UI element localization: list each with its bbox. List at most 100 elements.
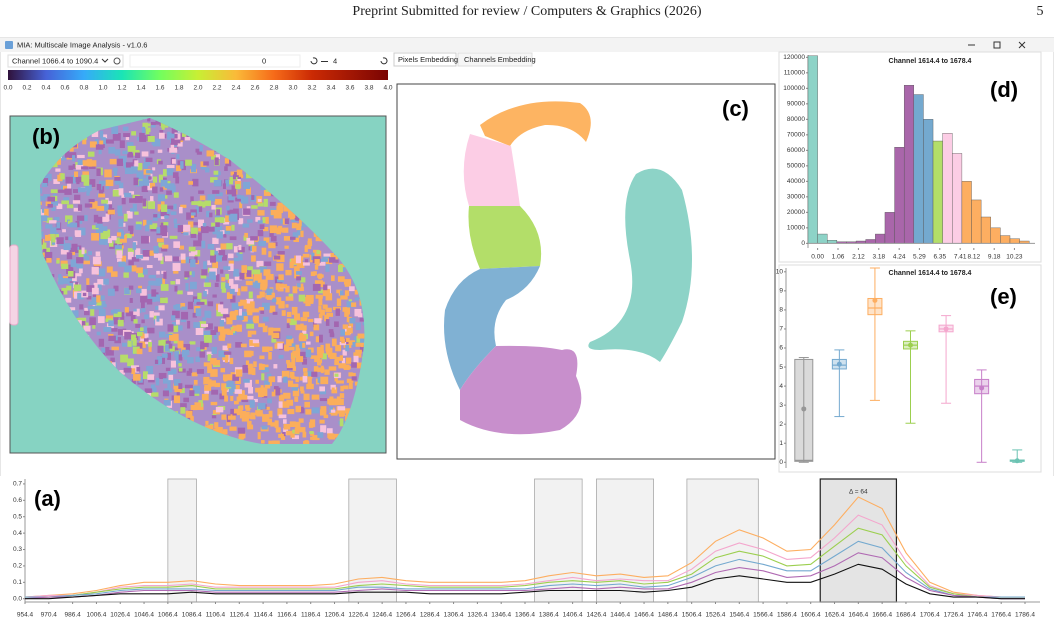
cluster bbox=[460, 345, 582, 435]
tissue-texture bbox=[285, 296, 294, 301]
tissue-texture bbox=[324, 369, 330, 375]
tissue-texture bbox=[238, 435, 245, 440]
tissue-texture bbox=[218, 350, 226, 358]
tissue-texture bbox=[357, 333, 365, 339]
tissue-texture bbox=[219, 301, 224, 307]
tissue-texture bbox=[178, 354, 183, 361]
tissue-texture bbox=[178, 206, 183, 214]
tissue-texture bbox=[247, 319, 255, 327]
tissue-texture bbox=[272, 440, 280, 444]
tissue-texture bbox=[334, 373, 339, 377]
tissue-texture bbox=[196, 369, 204, 374]
tissue-texture bbox=[216, 231, 223, 239]
tissue-texture bbox=[191, 372, 198, 377]
tissue-texture bbox=[218, 335, 225, 341]
y-tick-label: 0.1 bbox=[13, 579, 22, 586]
tab-active[interactable] bbox=[393, 52, 457, 67]
tissue-texture bbox=[223, 351, 232, 355]
tissue-texture bbox=[149, 182, 156, 189]
tissue-texture bbox=[271, 235, 277, 242]
tissue-texture bbox=[296, 283, 301, 288]
tab[interactable] bbox=[457, 52, 533, 67]
tissue-texture bbox=[62, 229, 66, 233]
tissue-texture bbox=[304, 371, 312, 377]
settings-icon[interactable] bbox=[113, 57, 121, 65]
channel-dropdown[interactable] bbox=[7, 54, 124, 68]
tissue-texture bbox=[48, 220, 57, 224]
tissue-texture bbox=[161, 247, 168, 252]
x-tick-label: 1786.4 bbox=[1015, 612, 1035, 619]
tissue-texture bbox=[58, 156, 66, 161]
tissue-texture bbox=[253, 361, 257, 368]
tissue-texture bbox=[195, 308, 202, 317]
close-button[interactable] bbox=[1018, 41, 1026, 49]
tissue-texture bbox=[360, 337, 365, 345]
tissue-texture bbox=[278, 414, 287, 419]
tissue-texture bbox=[339, 408, 345, 417]
tissue-texture bbox=[325, 307, 332, 313]
tissue-texture bbox=[348, 340, 356, 346]
tissue-texture bbox=[342, 331, 351, 336]
tissue-texture bbox=[224, 158, 230, 164]
x-tick-label: 1566.4 bbox=[753, 612, 773, 619]
min-input[interactable] bbox=[129, 54, 301, 68]
tissue-texture bbox=[259, 355, 265, 360]
tissue-texture bbox=[161, 199, 165, 206]
panel-label: (c) bbox=[722, 96, 749, 121]
tissue-texture bbox=[262, 414, 270, 422]
tissue-texture bbox=[117, 205, 123, 214]
tissue-texture bbox=[215, 154, 220, 160]
panel-label: (b) bbox=[32, 124, 60, 149]
tissue-texture bbox=[192, 312, 197, 318]
tissue-texture bbox=[299, 351, 307, 359]
side-handle[interactable] bbox=[9, 244, 19, 326]
tissue-texture bbox=[110, 357, 115, 363]
tissue-texture bbox=[171, 315, 176, 321]
tissue-texture bbox=[286, 362, 291, 369]
tissue-texture bbox=[142, 330, 149, 338]
tissue-texture bbox=[305, 409, 312, 415]
reset-max-icon[interactable] bbox=[380, 57, 388, 65]
tissue-texture bbox=[144, 388, 153, 393]
tissue-texture bbox=[254, 272, 262, 281]
tissue-texture bbox=[105, 315, 114, 321]
tissue-texture bbox=[114, 176, 121, 181]
tissue-texture bbox=[259, 283, 268, 290]
x-tick-label: 1526.4 bbox=[706, 612, 726, 619]
tissue-texture bbox=[211, 154, 217, 160]
tissue-texture bbox=[238, 432, 246, 439]
tissue-texture bbox=[100, 303, 107, 308]
tissue-texture bbox=[204, 200, 211, 207]
tissue-texture bbox=[246, 270, 252, 277]
tissue-texture bbox=[166, 205, 174, 210]
colorbar-tick-label: 2.8 bbox=[269, 85, 278, 92]
tissue-texture bbox=[184, 384, 193, 389]
colorbar-tick-label: 2.6 bbox=[250, 85, 259, 92]
tissue-texture bbox=[146, 365, 154, 374]
tissue-texture bbox=[287, 346, 295, 351]
tissue-texture bbox=[229, 384, 236, 393]
restore-button[interactable] bbox=[993, 41, 1001, 49]
tissue-texture bbox=[187, 291, 194, 295]
reset-min-icon[interactable] bbox=[310, 57, 318, 65]
tissue-texture bbox=[334, 321, 339, 328]
tissue-texture bbox=[217, 253, 224, 259]
tissue-texture bbox=[183, 397, 190, 403]
tissue-texture bbox=[236, 176, 242, 181]
tissue-texture bbox=[120, 316, 125, 323]
tissue-texture bbox=[263, 188, 271, 196]
tissue-texture bbox=[257, 198, 262, 202]
tissue-texture bbox=[128, 339, 136, 348]
tissue-texture bbox=[251, 245, 257, 252]
tissue-texture bbox=[124, 233, 132, 239]
tissue-texture bbox=[82, 292, 87, 297]
tissue-texture bbox=[74, 230, 82, 236]
tissue-texture bbox=[212, 190, 220, 194]
tissue-texture bbox=[160, 121, 169, 128]
tissue-texture bbox=[97, 316, 105, 324]
tissue-texture bbox=[198, 206, 203, 212]
tissue-texture bbox=[261, 425, 268, 430]
tissue-texture bbox=[45, 234, 49, 241]
tissue-texture bbox=[131, 257, 140, 262]
